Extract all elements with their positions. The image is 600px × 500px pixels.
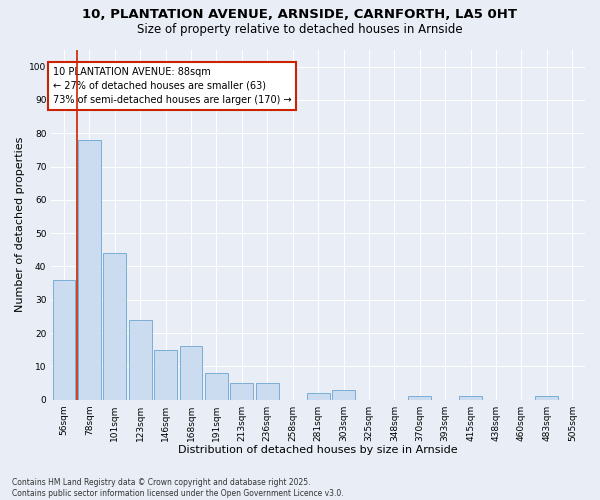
Bar: [78, 140, 101, 400]
Bar: [230, 383, 253, 400]
Bar: [103, 253, 126, 400]
Bar: [129, 320, 152, 400]
Text: 10, PLANTATION AVENUE, ARNSIDE, CARNFORTH, LA5 0HT: 10, PLANTATION AVENUE, ARNSIDE, CARNFORT…: [83, 8, 517, 20]
Bar: [332, 390, 355, 400]
X-axis label: Distribution of detached houses by size in Arnside: Distribution of detached houses by size …: [178, 445, 458, 455]
Text: Size of property relative to detached houses in Arnside: Size of property relative to detached ho…: [137, 22, 463, 36]
Bar: [409, 396, 431, 400]
Bar: [179, 346, 202, 400]
Bar: [535, 396, 559, 400]
Bar: [256, 383, 279, 400]
Text: Contains HM Land Registry data © Crown copyright and database right 2025.
Contai: Contains HM Land Registry data © Crown c…: [12, 478, 344, 498]
Bar: [154, 350, 177, 400]
Bar: [459, 396, 482, 400]
Bar: [205, 373, 228, 400]
Text: 10 PLANTATION AVENUE: 88sqm
← 27% of detached houses are smaller (63)
73% of sem: 10 PLANTATION AVENUE: 88sqm ← 27% of det…: [53, 66, 291, 104]
Y-axis label: Number of detached properties: Number of detached properties: [15, 137, 25, 312]
Bar: [307, 393, 329, 400]
Bar: [53, 280, 76, 400]
